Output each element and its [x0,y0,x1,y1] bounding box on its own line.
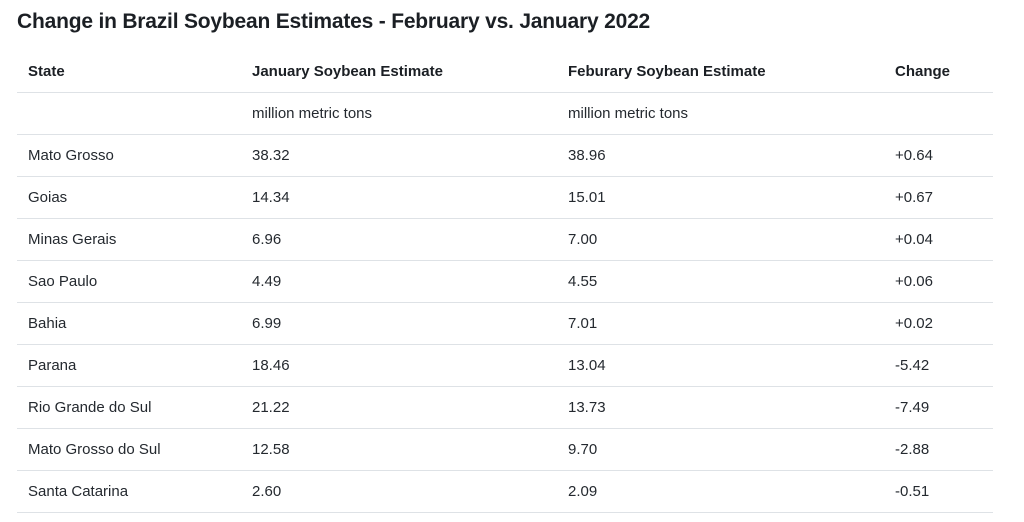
cell-february-value: 7.01 [557,302,884,345]
cell-january-value: 2.60 [241,470,557,513]
column-header-february-estimate: Feburary Soybean Estimate [557,51,884,93]
cell-change-value: -2.88 [884,428,993,471]
units-row: million metric tons million metric tons [17,92,993,135]
cell-change-value: -0.51 [884,470,993,513]
cell-change-value: +0.06 [884,260,993,303]
table-row: Goias 14.34 15.01 +0.67 [17,176,993,219]
table-row: Sao Paulo 4.49 4.55 +0.06 [17,260,993,303]
cell-state: Parana [17,344,241,387]
cell-february-value: 4.55 [557,260,884,303]
cell-january-value: 21.22 [241,386,557,429]
units-cell-change [884,92,993,135]
cell-state: Goias [17,176,241,219]
column-header-state: State [17,51,241,93]
table-row: Rio Grande do Sul 21.22 13.73 -7.49 [17,386,993,429]
table-row: Mato Grosso 38.32 38.96 +0.64 [17,134,993,177]
table-row: Parana 18.46 13.04 -5.42 [17,344,993,387]
cell-february-value: 13.04 [557,344,884,387]
cell-january-value: 4.49 [241,260,557,303]
cell-february-value: 7.00 [557,218,884,261]
cell-february-value: 13.73 [557,386,884,429]
table-row: Mato Grosso do Sul 12.58 9.70 -2.88 [17,428,993,471]
cell-state: Minas Gerais [17,218,241,261]
header-row: State January Soybean Estimate Feburary … [17,51,993,93]
units-cell-january: million metric tons [241,92,557,135]
table-row: Santa Catarina 2.60 2.09 -0.51 [17,470,993,513]
cell-change-value: +0.64 [884,134,993,177]
cell-february-value: 38.96 [557,134,884,177]
column-header-change: Change [884,51,993,93]
cell-february-value: 15.01 [557,176,884,219]
cell-state: Rio Grande do Sul [17,386,241,429]
cell-state: Mato Grosso [17,134,241,177]
cell-change-value: +0.67 [884,176,993,219]
page-title: Change in Brazil Soybean Estimates - Feb… [17,10,651,33]
units-cell-february: million metric tons [557,92,884,135]
column-header-january-estimate: January Soybean Estimate [241,51,557,93]
cell-february-value: 2.09 [557,470,884,513]
cell-february-value: 9.70 [557,428,884,471]
units-cell-state [17,92,241,135]
soybean-estimates-table: State January Soybean Estimate Feburary … [17,51,993,513]
cell-state: Sao Paulo [17,260,241,303]
cell-change-value: -5.42 [884,344,993,387]
cell-january-value: 14.34 [241,176,557,219]
cell-state: Mato Grosso do Sul [17,428,241,471]
cell-january-value: 38.32 [241,134,557,177]
cell-january-value: 6.96 [241,218,557,261]
cell-state: Santa Catarina [17,470,241,513]
cell-january-value: 18.46 [241,344,557,387]
cell-change-value: +0.02 [884,302,993,345]
cell-january-value: 12.58 [241,428,557,471]
cell-change-value: +0.04 [884,218,993,261]
cell-january-value: 6.99 [241,302,557,345]
cell-state: Bahia [17,302,241,345]
table-row: Bahia 6.99 7.01 +0.02 [17,302,993,345]
cell-change-value: -7.49 [884,386,993,429]
table-row: Minas Gerais 6.96 7.00 +0.04 [17,218,993,261]
